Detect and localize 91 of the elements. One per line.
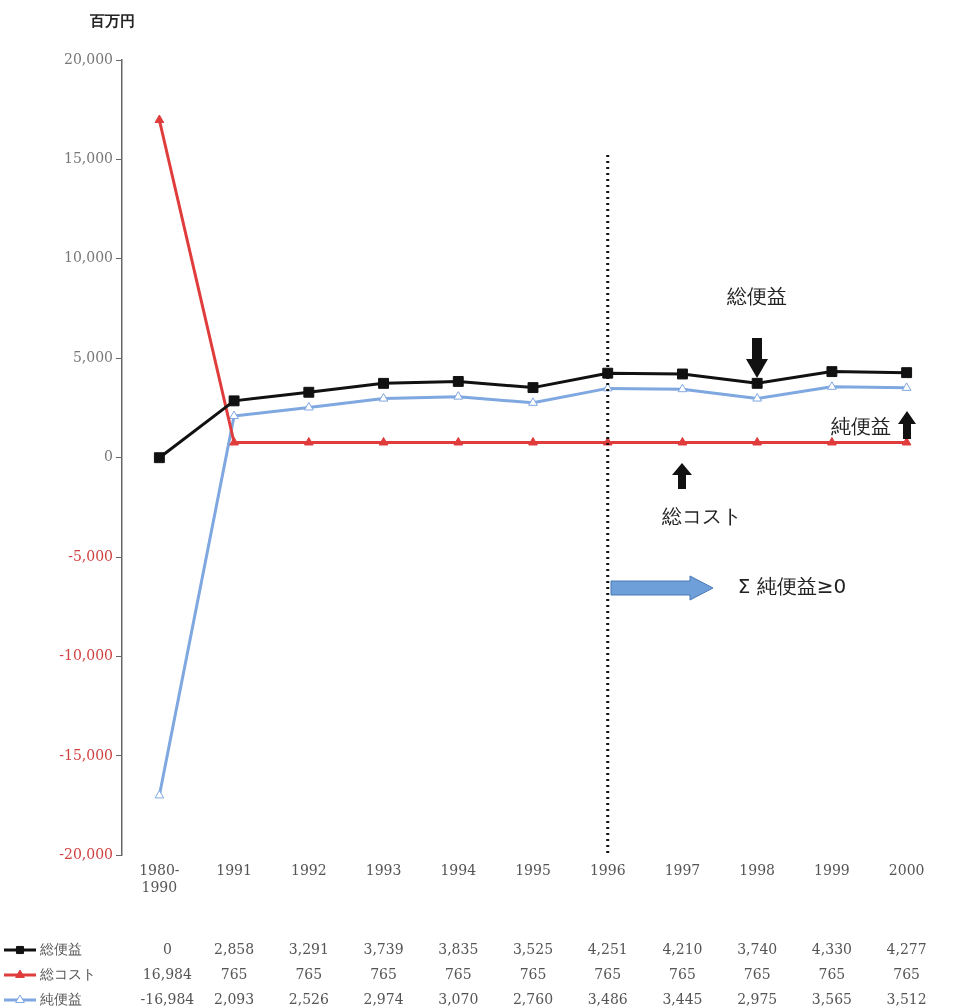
point <box>228 395 240 407</box>
point <box>153 452 165 464</box>
data-label: 765 <box>220 965 248 982</box>
point <box>602 367 614 379</box>
y-tick-label: 5,000 <box>72 348 113 365</box>
x-tick-label: 1995 <box>515 862 551 879</box>
point <box>154 114 165 123</box>
point <box>452 375 464 387</box>
data-label: 4,277 <box>886 940 927 957</box>
y-tick-label: -10,000 <box>59 647 113 664</box>
x-tick-label: 1999 <box>814 862 850 879</box>
data-label: 3,740 <box>737 940 778 957</box>
point <box>229 436 239 446</box>
point <box>901 367 913 379</box>
data-label: 2,760 <box>512 990 554 1007</box>
annotation: 総便益 <box>726 283 788 308</box>
data-label: 3,565 <box>811 990 852 1007</box>
y-axis-title: 百万円 <box>88 11 135 30</box>
data-label: 4,210 <box>662 940 703 957</box>
point <box>229 410 239 420</box>
data-label: 2,974 <box>363 990 404 1007</box>
x-tick-label: 1992 <box>291 862 327 879</box>
x-tick-label: 1997 <box>664 862 701 879</box>
point <box>527 382 539 394</box>
point <box>677 383 688 393</box>
point <box>303 436 314 446</box>
y-tick-label: 15,000 <box>64 150 113 167</box>
legend-label: 総便益 <box>39 940 82 957</box>
point <box>677 436 688 446</box>
y-tick-label: 20,000 <box>64 50 113 67</box>
point <box>303 401 314 411</box>
y-tick-label: -15,000 <box>59 746 113 763</box>
point <box>827 436 837 446</box>
data-label: 16,984 <box>142 965 192 982</box>
x-tick-label: 1993 <box>365 862 402 879</box>
data-label: 3,739 <box>363 940 404 957</box>
annotation: 総コスト <box>661 503 743 528</box>
data-label: 765 <box>370 965 397 982</box>
point <box>453 391 464 400</box>
point <box>826 366 838 378</box>
data-label: 2,858 <box>214 940 255 957</box>
point <box>378 377 389 389</box>
data-label: 2,526 <box>288 990 329 1007</box>
data-label: 765 <box>295 965 323 982</box>
data-label: 3,445 <box>662 990 703 1007</box>
x-tick-label: 1994 <box>440 862 477 879</box>
point <box>752 393 763 402</box>
data-label: -16,984 <box>140 990 195 1007</box>
data-label: 765 <box>743 965 771 982</box>
point <box>453 436 464 446</box>
point <box>528 436 538 446</box>
point <box>378 393 389 402</box>
data-label: 3,070 <box>438 990 479 1007</box>
data-label: 4,330 <box>811 940 852 957</box>
annotation: 純便益 <box>830 413 891 438</box>
data-label: 765 <box>669 965 696 982</box>
x-tick-label: 1991 <box>216 862 252 879</box>
data-label: 3,525 <box>512 940 554 957</box>
legend-label: 総コスト <box>39 965 96 982</box>
point <box>378 436 389 446</box>
point <box>303 386 315 398</box>
point <box>751 377 763 389</box>
point <box>901 382 912 391</box>
data-label: 3,486 <box>587 990 628 1007</box>
data-label: 3,512 <box>886 990 927 1007</box>
x-tick-label: 1980-1990 <box>139 862 180 896</box>
x-tick-label: 1998 <box>739 862 775 879</box>
point <box>154 789 165 799</box>
y-tick-label: 10,000 <box>64 249 113 266</box>
data-label: 2,093 <box>214 990 255 1007</box>
data-label: 765 <box>444 965 472 982</box>
y-tick-label: -20,000 <box>59 846 113 863</box>
legend-label: 純便益 <box>40 990 82 1007</box>
data-label: 0 <box>162 940 172 957</box>
y-tick-label: -5,000 <box>68 547 113 564</box>
data-label: 3,291 <box>288 940 329 957</box>
point <box>528 397 538 406</box>
data-label: 765 <box>818 965 846 982</box>
x-tick-label: 1996 <box>589 862 626 879</box>
x-tick-label: 2000 <box>888 862 925 879</box>
annotation: Σ 純便益≥0 <box>737 573 847 598</box>
data-label: 2,975 <box>737 990 778 1007</box>
data-label: 765 <box>893 965 920 982</box>
data-label: 4,251 <box>587 940 628 957</box>
data-label: 765 <box>519 965 547 982</box>
point <box>827 381 837 390</box>
data-label: 765 <box>594 965 622 982</box>
y-tick-label: 0 <box>104 448 113 465</box>
data-label: 3,835 <box>438 940 479 957</box>
point <box>752 436 763 446</box>
point <box>677 368 688 380</box>
